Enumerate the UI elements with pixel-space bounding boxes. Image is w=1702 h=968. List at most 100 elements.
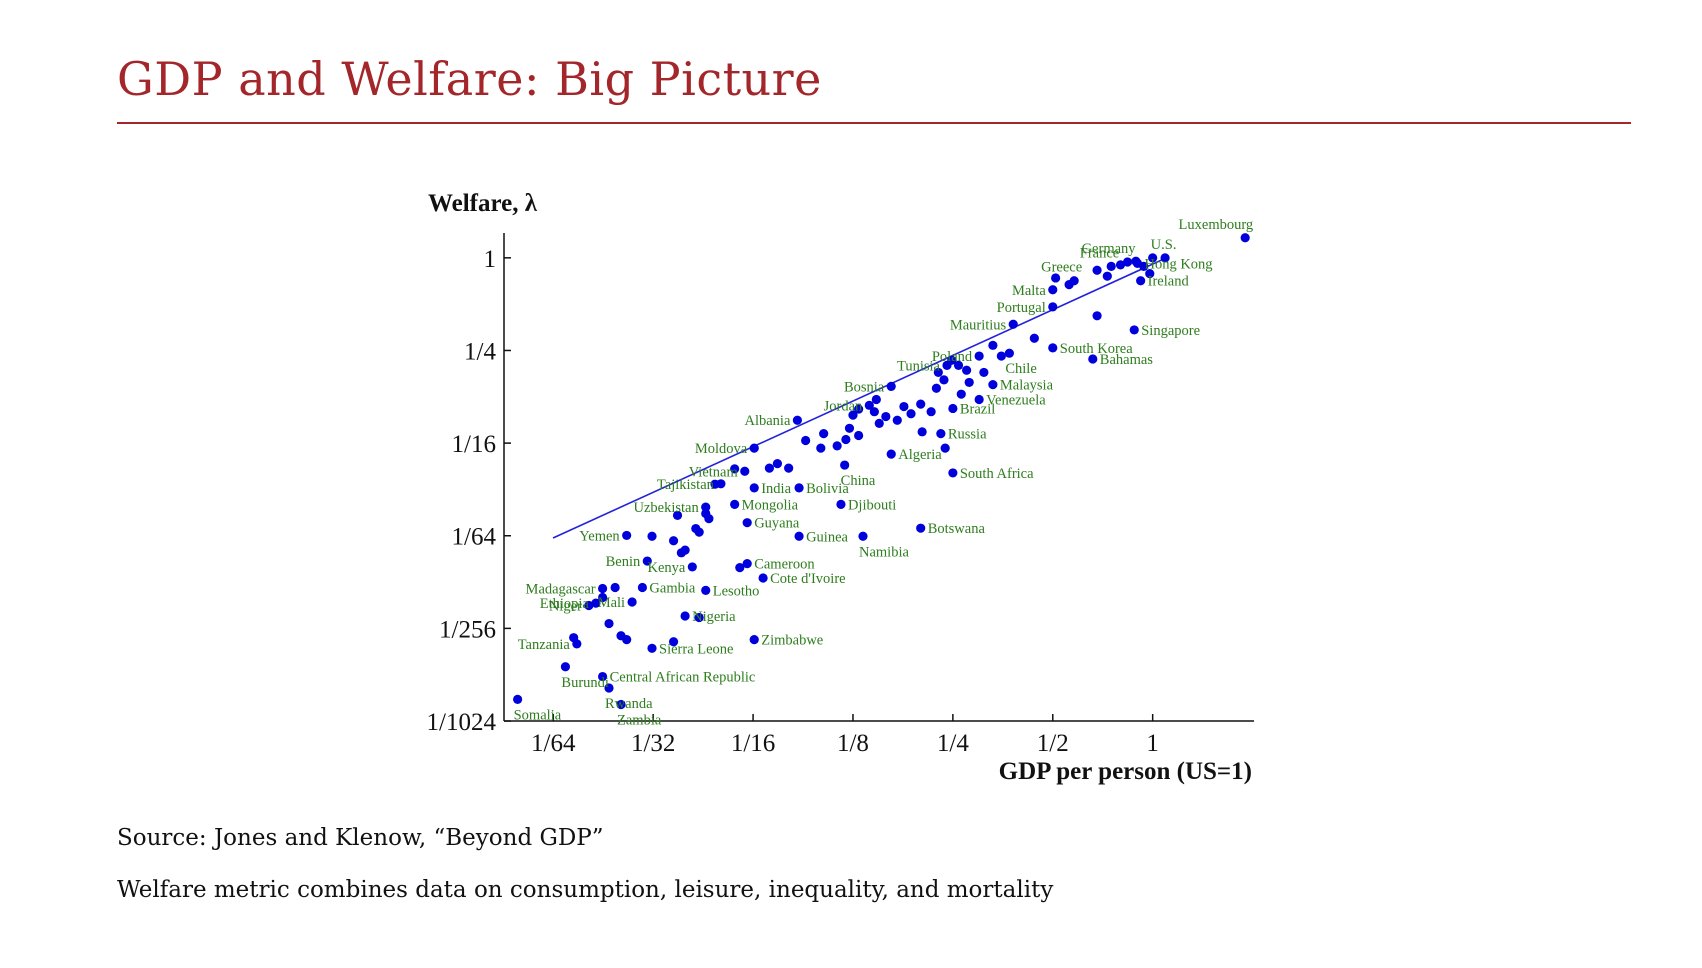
point-brazil [948, 403, 958, 414]
point-rwanda [604, 683, 614, 693]
scatter-point [962, 365, 972, 375]
label-singapore: Singapore [1141, 323, 1200, 339]
scatter-point [1092, 265, 1102, 275]
point-malta [1048, 285, 1058, 295]
point-benin [642, 556, 652, 566]
scatter-point [668, 637, 679, 647]
point-u-s [1148, 253, 1158, 263]
scatter-point [832, 441, 842, 451]
scatter-point [940, 443, 950, 453]
scatter-point [854, 404, 864, 414]
scatter-point [772, 458, 783, 469]
point-nigeria [680, 611, 690, 621]
scatter-point [672, 510, 683, 520]
x-tick-label: 1/64 [531, 730, 576, 757]
scatter-point [931, 383, 942, 393]
label-luxembourg: Luxembourg [1179, 217, 1254, 233]
label-zimbabwe: Zimbabwe [761, 633, 823, 649]
x-tick-label: 1/4 [937, 730, 969, 757]
scatter-point [906, 409, 916, 419]
label-gambia: Gambia [649, 581, 695, 597]
point-guinea [794, 531, 804, 541]
point-kenya [687, 562, 697, 572]
label-benin: Benin [606, 554, 641, 570]
label-ireland: Ireland [1148, 274, 1190, 290]
label-tajikistan: Tajikistan [657, 477, 715, 493]
label-jordan: Jordan [824, 398, 863, 414]
scatter-point [1102, 271, 1112, 281]
point-jordan [864, 400, 874, 410]
scatter-point [647, 531, 657, 541]
label-uzbekistan: Uzbekistan [633, 500, 699, 516]
y-tick-label: 1/64 [452, 524, 497, 551]
source-note: Source: Jones and Klenow, “Beyond GDP” [117, 825, 604, 851]
label-guyana: Guyana [754, 516, 800, 532]
label-u-s: U.S. [1151, 237, 1177, 253]
scatter-point [916, 399, 926, 409]
label-france: France [1080, 245, 1119, 261]
metric-note: Welfare metric combines data on consumpt… [117, 877, 1054, 903]
scatter-point [597, 592, 608, 603]
label-guinea: Guinea [806, 529, 848, 545]
point-tajikistan [716, 479, 726, 489]
point-india [749, 483, 759, 493]
scatter-point [1160, 253, 1170, 263]
label-niger: Niger [549, 599, 582, 615]
scatter-point [668, 536, 679, 546]
label-central-african-republic: Central African Republic [610, 670, 756, 686]
title-divider [117, 122, 1631, 124]
x-tick-label: 1/2 [1037, 730, 1069, 757]
scatter-point [610, 582, 620, 593]
scatter-point [764, 463, 775, 473]
scatter-point [816, 443, 826, 453]
point-zambia [616, 699, 626, 710]
scatter-point [730, 464, 740, 474]
scatter-point [988, 340, 998, 350]
label-bosnia: Bosnia [844, 379, 885, 395]
label-rwanda: Rwanda [605, 696, 653, 712]
point-ireland [1136, 276, 1146, 286]
label-south-korea: South Korea [1060, 341, 1133, 357]
scatter-point [939, 375, 949, 385]
scatter-point [881, 411, 891, 422]
point-zimbabwe [749, 635, 759, 645]
point-algeria [886, 449, 896, 459]
scatter-point [964, 377, 974, 388]
scatter-point [917, 427, 927, 437]
scatter-point [694, 527, 704, 537]
point-poland [974, 351, 984, 361]
point-south-africa [948, 468, 958, 478]
label-tanzania: Tanzania [518, 637, 571, 653]
point-venezuela [974, 394, 984, 405]
scatter-point [694, 612, 704, 623]
label-botswana: Botswana [928, 521, 986, 537]
point-guyana [742, 518, 752, 528]
scatter-point [848, 410, 858, 420]
y-tick-label: 1/4 [464, 338, 496, 365]
point-hong-kong [1132, 258, 1143, 269]
label-algeria: Algeria [898, 447, 942, 463]
point-madagascar [597, 583, 608, 594]
label-cote-d-ivoire: Cote d'Ivoire [770, 571, 846, 587]
point-cote-d-ivoire [758, 573, 768, 583]
scatter-point [841, 434, 851, 445]
label-india: India [761, 481, 791, 497]
x-tick-label: 1/32 [631, 730, 675, 757]
label-poland: Poland [932, 349, 973, 365]
point-botswana [916, 523, 926, 533]
label-china: China [841, 473, 876, 489]
scatter-point [604, 618, 614, 629]
label-lesotho: Lesotho [713, 583, 760, 599]
label-mongolia: Mongolia [742, 497, 799, 513]
label-malta: Malta [1012, 283, 1046, 299]
point-uzbekistan [701, 502, 711, 512]
label-hong-kong: Hong Kong [1144, 256, 1212, 272]
point-tanzania [572, 639, 582, 649]
scatter-point [956, 389, 966, 399]
point-lesotho [701, 585, 711, 595]
scatter-point [899, 401, 909, 412]
point-russia [936, 429, 946, 439]
point-bosnia [886, 381, 896, 392]
scatter-point [1051, 273, 1061, 283]
scatter-point [871, 394, 881, 405]
